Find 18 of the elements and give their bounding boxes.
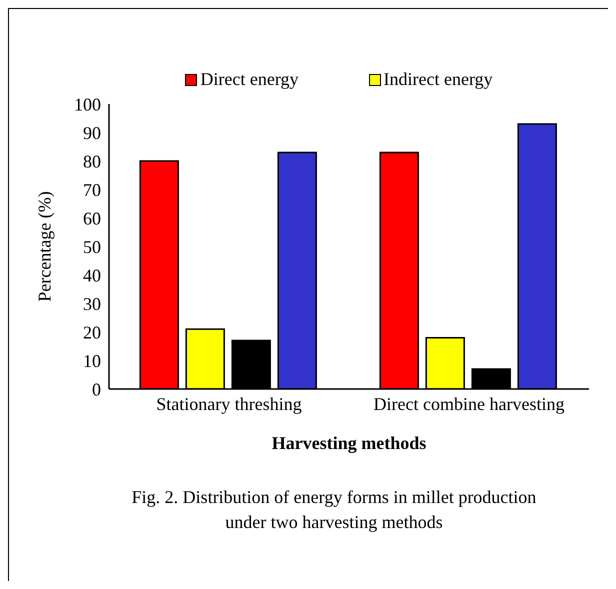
x-tick-label: Stationary threshing xyxy=(156,394,302,414)
y-tick-label: 90 xyxy=(83,122,101,143)
y-tick-label: 20 xyxy=(83,322,101,342)
y-tick-label: 70 xyxy=(83,180,101,200)
x-axis-title: Harvesting methods xyxy=(272,433,426,453)
y-tick-label: 10 xyxy=(83,350,101,371)
y-tick-label: 30 xyxy=(83,294,101,314)
y-tick-label: 0 xyxy=(92,379,101,400)
x-tick-label: Direct combine harvesting xyxy=(374,394,564,414)
y-tick-label: 80 xyxy=(83,151,101,172)
y-tick-label: 40 xyxy=(83,265,101,286)
y-tick-label: 50 xyxy=(83,236,101,257)
y-axis-title: Percentage (%) xyxy=(34,191,54,302)
legend-label: Direct energy xyxy=(199,69,298,90)
legend-label: Indirect energy xyxy=(382,69,493,90)
caption: Fig. 2. Distribution of energy forms in millet production under two harvesting methods xyxy=(130,486,538,534)
y-tick-label: 60 xyxy=(83,208,101,228)
y-tick-label: 100 xyxy=(74,94,101,114)
